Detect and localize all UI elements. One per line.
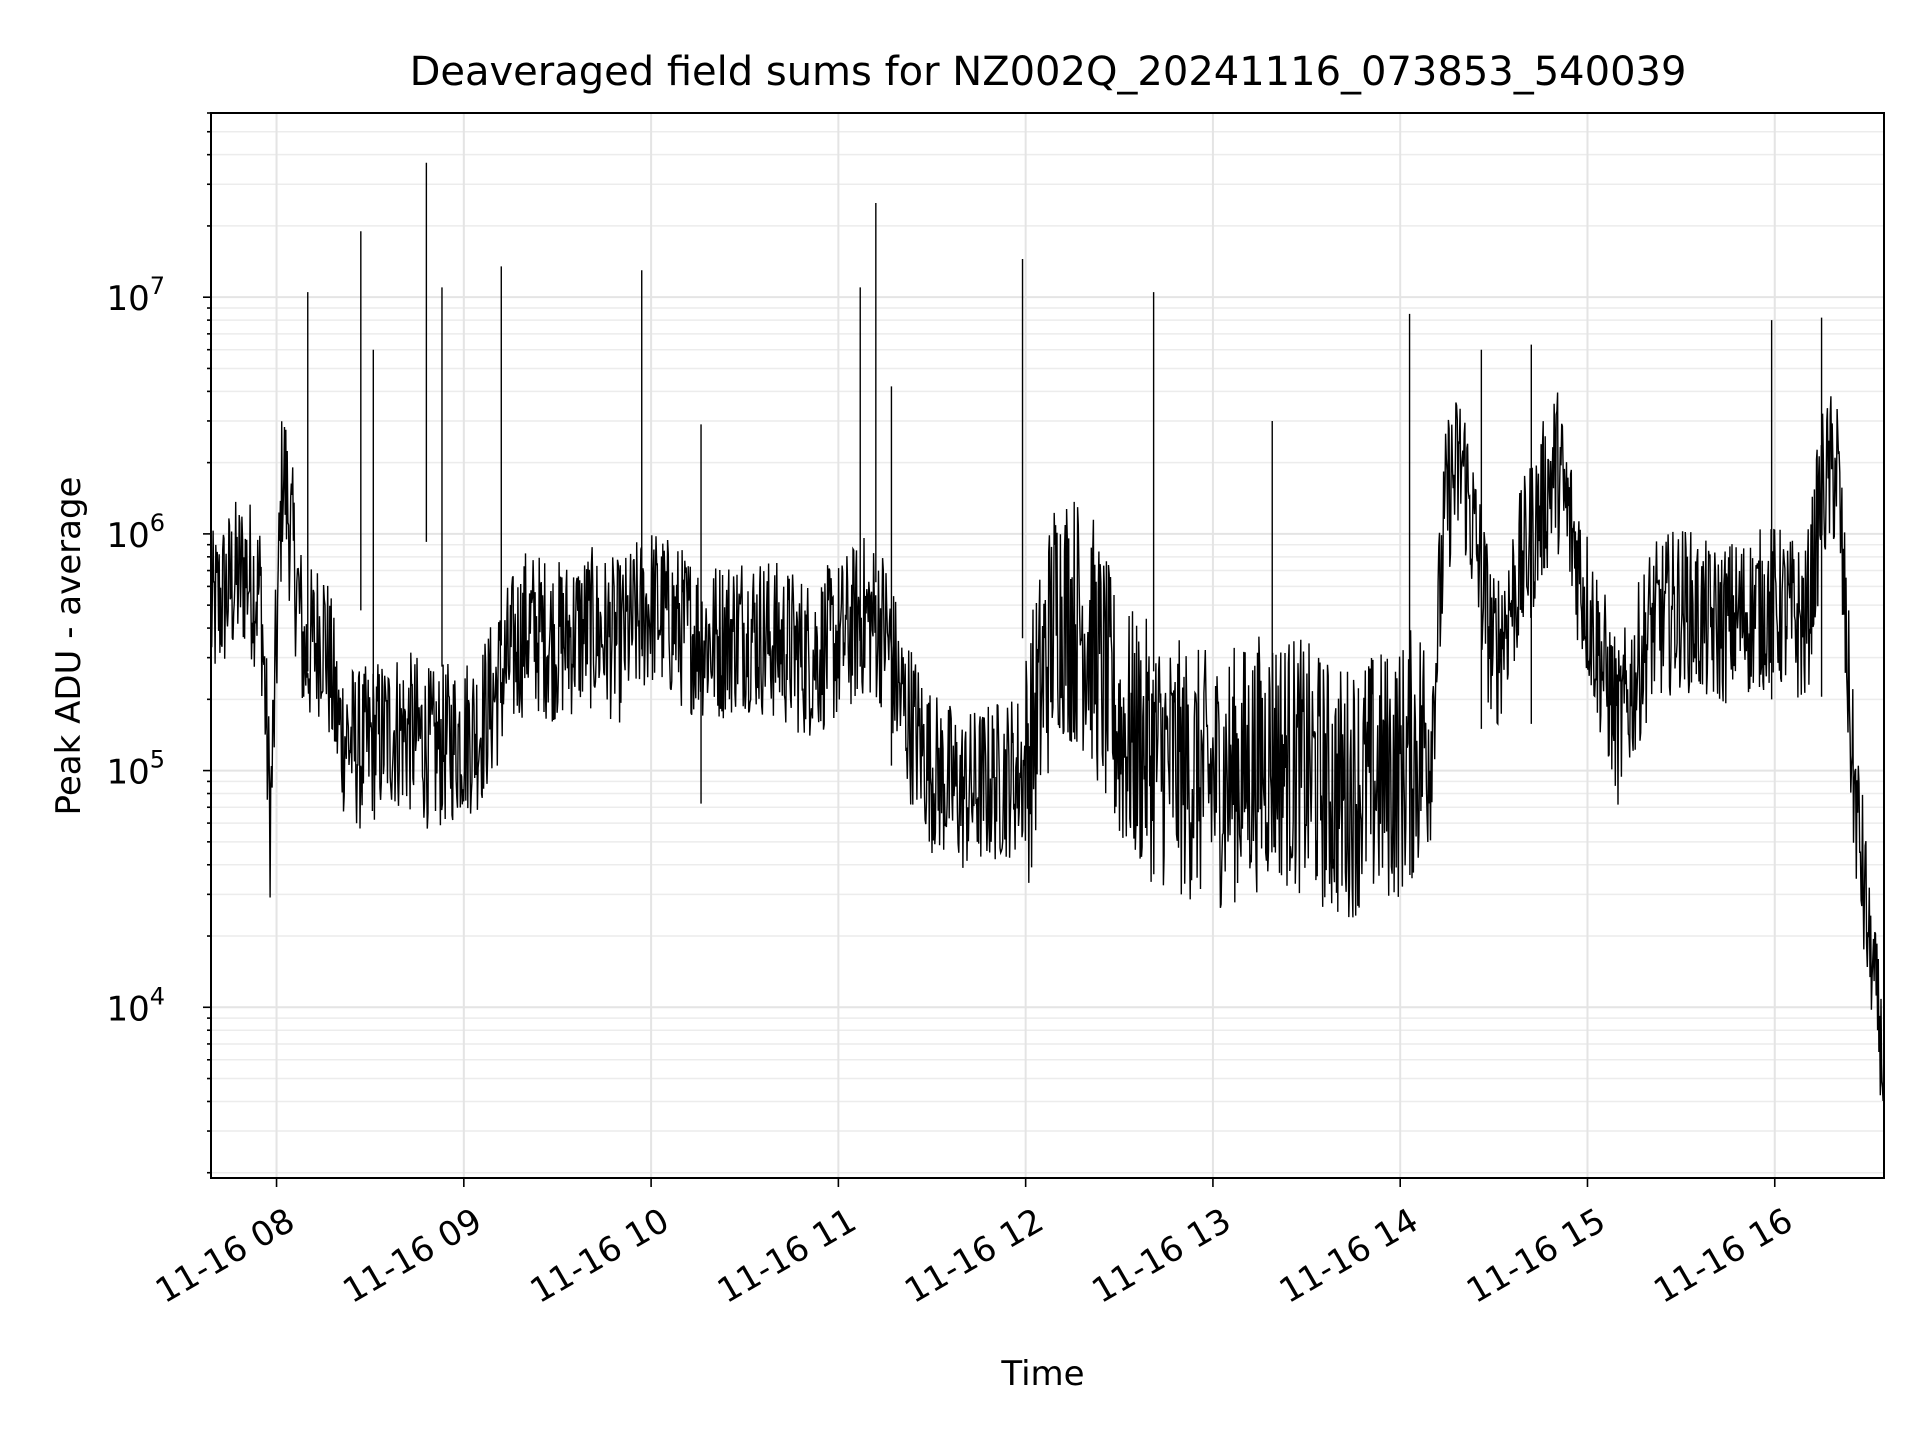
y-tick-label: 104: [106, 982, 165, 1029]
chart-title: Deaveraged field sums for NZ002Q_2024111…: [410, 49, 1687, 95]
y-tick-label: 106: [106, 509, 165, 556]
data-series-line: [210, 392, 1885, 1102]
x-axis-label: Time: [1000, 1354, 1084, 1394]
axes-frame: [210, 112, 1885, 1179]
plot-area: [210, 162, 1885, 1102]
y-tick-label: 105: [106, 746, 165, 793]
y-axis-label: Peak ADU - average: [49, 477, 89, 816]
y-axis: 104 105 106 107: [106, 112, 211, 1174]
y-tick-label: 107: [106, 272, 165, 319]
grid-lines: [211, 112, 1884, 1178]
